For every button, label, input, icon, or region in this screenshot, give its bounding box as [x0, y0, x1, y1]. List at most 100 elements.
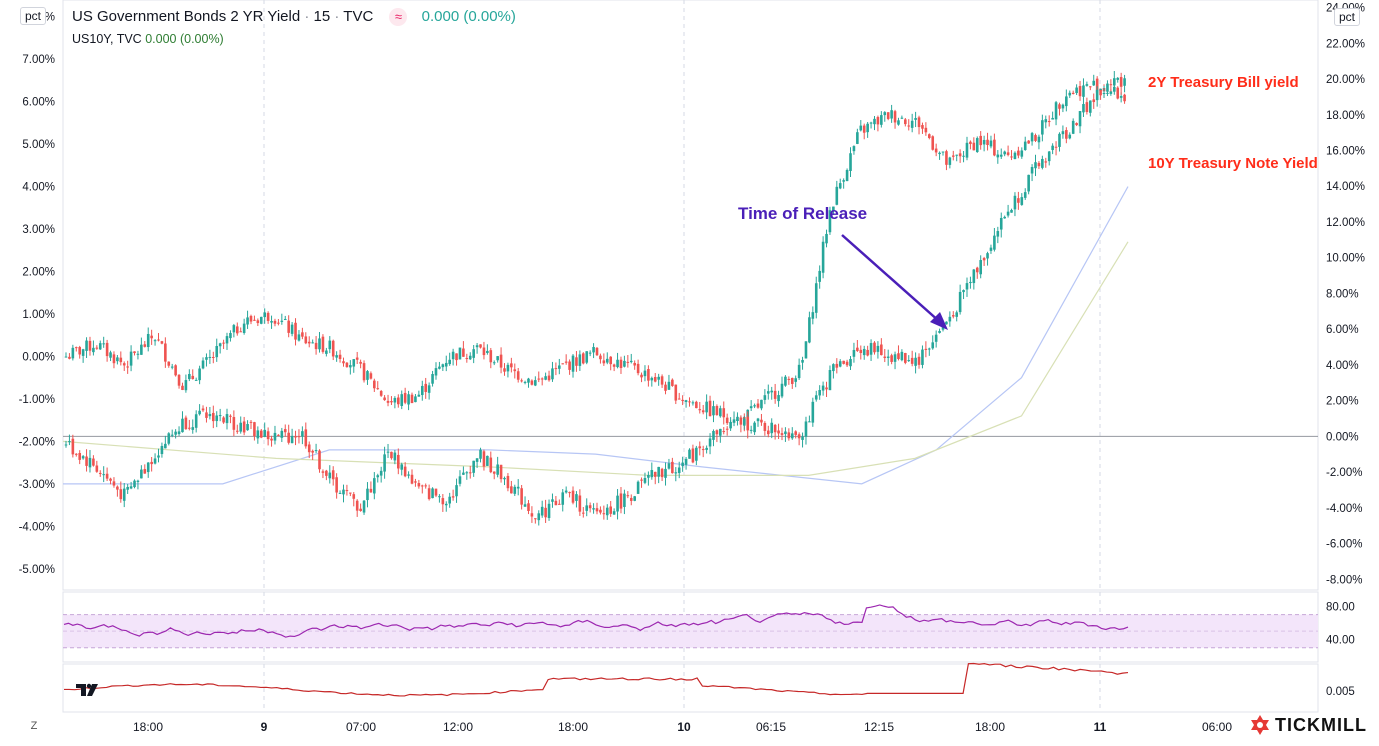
candle-body — [585, 505, 589, 511]
candle-body — [1092, 80, 1096, 86]
candle-body — [472, 460, 475, 473]
candle-body — [510, 486, 513, 494]
candle-body — [174, 365, 177, 376]
candle-body — [366, 371, 369, 380]
candle-body — [811, 401, 815, 423]
right-tick-label: 22.00% — [1326, 38, 1365, 50]
candle-body — [945, 321, 948, 325]
candle-body — [492, 362, 496, 364]
right-scale-badge[interactable]: pct — [1334, 8, 1361, 26]
candle-body — [979, 260, 982, 275]
candle-body — [804, 421, 808, 437]
candle-body — [1017, 198, 1020, 203]
candle-body — [760, 399, 763, 409]
candle-body — [681, 462, 684, 467]
candle-body — [482, 451, 486, 467]
candle-body — [311, 450, 314, 453]
candle-body — [253, 422, 256, 437]
candle-body — [71, 438, 75, 455]
candle-body — [520, 488, 523, 505]
candle-body — [712, 406, 715, 416]
candle-body — [671, 461, 674, 474]
candle-body — [85, 456, 88, 466]
candle-body — [201, 408, 205, 411]
candle-body — [547, 503, 551, 519]
candle-body — [64, 444, 68, 446]
candle-body — [105, 342, 109, 357]
tradingview-logo[interactable] — [74, 680, 100, 700]
candle-body — [1047, 151, 1051, 162]
candle-body — [482, 347, 486, 356]
candle-body — [362, 500, 366, 513]
candle-body — [571, 355, 575, 372]
candle-body — [650, 470, 654, 478]
candle-body — [349, 492, 352, 494]
candle-body — [626, 495, 630, 497]
candle-body — [842, 180, 845, 182]
candle-body — [465, 472, 469, 474]
candle-body — [1106, 83, 1109, 92]
candle-body — [701, 449, 705, 451]
candle-body — [883, 356, 887, 358]
candle-body — [1085, 102, 1089, 112]
symbol-title[interactable]: US Government Bonds 2 YR Yield — [72, 8, 301, 25]
candle-body — [921, 125, 924, 129]
candle-body — [612, 511, 616, 515]
candle-body — [629, 497, 633, 501]
candle-body — [304, 429, 308, 447]
candle-body — [434, 368, 438, 376]
secondary-value: 0.000 (0.00%) — [145, 32, 224, 46]
candle-body — [979, 135, 982, 146]
candle-body — [643, 370, 647, 377]
candle-body — [564, 361, 568, 363]
candle-body — [366, 488, 369, 501]
candle-body — [451, 351, 455, 360]
candle-body — [1037, 162, 1041, 167]
left-scale-badge[interactable]: pct — [20, 7, 47, 25]
candle-body — [828, 370, 832, 391]
secondary-symbol[interactable]: US10Y, TVC — [72, 32, 142, 46]
candle-body — [102, 343, 105, 345]
candle-body — [945, 151, 948, 165]
candle-body — [886, 356, 890, 358]
candle-body — [729, 422, 732, 429]
timezone-button[interactable]: Z — [30, 720, 38, 732]
candle-body — [225, 336, 229, 344]
candle-body — [787, 432, 791, 439]
candle-body — [1082, 104, 1085, 113]
candle-body — [427, 488, 431, 500]
left-tick-label: -2.00% — [19, 436, 55, 448]
candle-body — [201, 360, 205, 369]
candle-body — [873, 118, 876, 125]
interval-label[interactable]: 15 — [313, 8, 331, 25]
left-tick-label: -1.00% — [19, 394, 55, 406]
candle-body — [1085, 84, 1089, 86]
candle-body — [780, 433, 784, 435]
candle-body — [790, 377, 794, 384]
candle-body — [859, 349, 863, 354]
candle-body — [653, 471, 657, 477]
candle-body — [181, 385, 184, 391]
candle-body — [869, 343, 873, 355]
candle-body — [540, 378, 544, 380]
candle-body — [1065, 96, 1068, 107]
candle-body — [993, 235, 996, 250]
candle-body — [246, 317, 249, 325]
candle-body — [448, 359, 451, 365]
candle-body — [605, 507, 609, 516]
candle-body — [1071, 120, 1075, 134]
candle-body — [283, 318, 287, 320]
rsi-line — [63, 604, 1129, 638]
candle-body — [928, 134, 931, 138]
candle-body — [592, 508, 595, 510]
x-tick-label: 10 — [677, 720, 691, 734]
candle-body — [996, 154, 1000, 158]
candle-body — [1044, 161, 1048, 163]
left-tick-label: -5.00% — [19, 564, 55, 576]
candle-body — [972, 269, 976, 284]
compare-icon[interactable]: ≈ — [389, 8, 408, 27]
candle-body — [695, 447, 698, 461]
candle-body — [249, 421, 253, 423]
